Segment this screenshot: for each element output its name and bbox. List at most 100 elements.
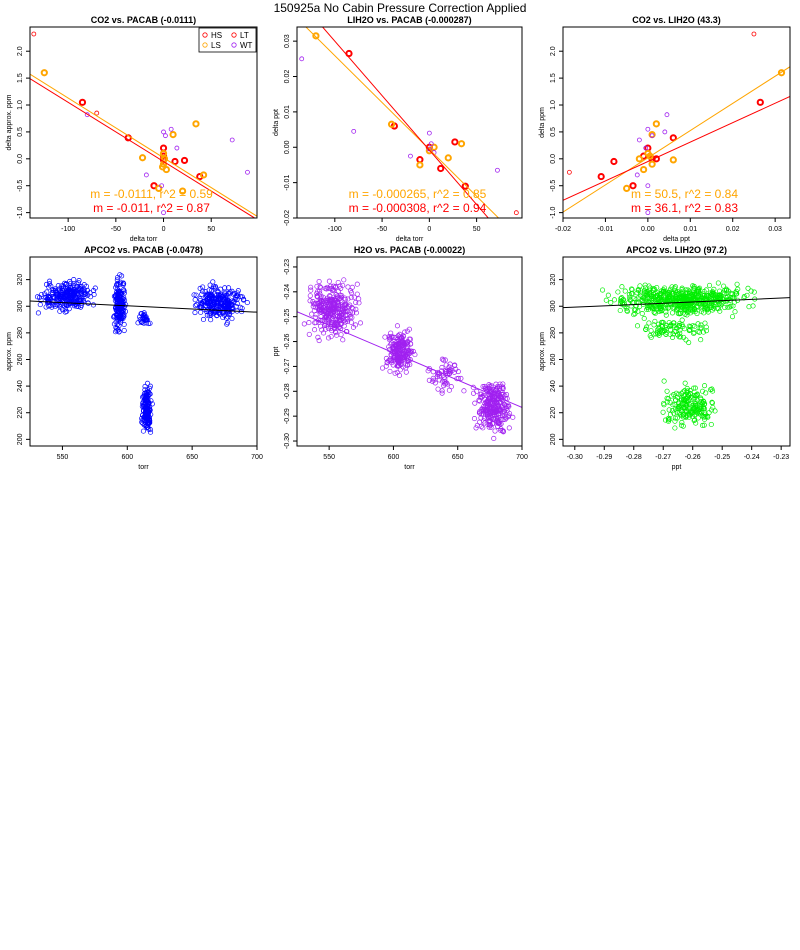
chart-5-cluster-1-point [345,316,351,322]
chart-5-cluster-1-point [312,320,318,326]
chart-6-cluster-3-point [664,388,670,394]
chart-6-cluster-1-point [709,302,715,308]
chart-2-point-LS [444,154,452,162]
chart-6-cluster-2-point [686,339,692,346]
chart-4-cluster-5-point [226,285,232,291]
chart-4-cluster-5-point [224,321,230,327]
chart-5-cluster-1-point [329,306,336,312]
chart-6-cluster-3-point [680,412,686,418]
chart-4-cluster-1-point [57,308,63,314]
chart-6-cluster-1-point [633,303,639,309]
chart-3-point-WT [634,172,640,178]
chart-1-title: CO2 vs. PACAB (-0.0111) [91,15,196,25]
chart-6-cluster-3-point [702,414,708,420]
chart-3-point-LS [640,165,648,174]
chart-5-cluster-3-point [446,387,452,393]
chart-4-cluster-1-point [55,283,61,289]
chart-5-cluster-1-point [309,311,315,317]
chart-4-cluster-5-point [216,295,222,301]
chart-6-cluster-1-point [725,294,731,300]
chart-1-point-WT [161,129,166,135]
chart-1-y-tick-label: 0.0 [17,154,24,164]
chart-5-cluster-4-point [471,416,478,422]
chart-6-cluster-2-point [663,331,669,337]
chart-2-point-WT [408,153,413,159]
chart-5-cluster-1-point [340,282,346,288]
chart-3-x-tick-label: 0.00 [641,226,655,233]
chart-6-cluster-1-point [745,285,751,291]
chart-6-cluster-1-point [673,296,679,302]
chart-5-cluster-4-point [499,403,505,410]
chart-6-cluster-2-point [678,334,684,340]
chart-4-cluster-1-point [43,294,49,300]
chart-6-cluster-3-point [709,400,715,406]
chart-6-cluster-1-point [658,294,664,300]
chart-6-cluster-2-point [679,322,685,328]
chart-4-cluster-2-point [114,298,120,304]
chart-6-cluster-1-point [692,309,698,315]
chart-3-x-tick-label: 0.02 [726,226,740,233]
chart-3-point-HS [756,98,764,106]
chart-6-cluster-3-point [660,409,666,415]
chart-5-title: H2O vs. PACAB (-0.00022) [354,245,465,255]
chart-2-point-LS [416,161,424,169]
chart-6-cluster-1-point [622,288,628,294]
chart-4-cluster-3-point [141,310,147,316]
chart-5-cluster-1-point [354,281,360,287]
chart-5-cluster-4-point [499,391,505,398]
chart-4-y-tick-label: 240 [17,380,24,392]
chart-5-cluster-2-point [408,348,415,354]
chart-5-cluster-4-point [486,418,492,424]
chart-5-cluster-4-point [492,387,499,393]
chart-6-cluster-2-point [691,330,697,337]
chart-4-cluster-5-point [204,312,210,318]
chart-6-cluster-1-point [684,312,690,318]
chart-6-cluster-1-point [651,309,657,316]
chart-2-point-LS [457,140,466,148]
chart-4-cluster-5-point [200,284,206,290]
chart-5-cluster-1-point [335,279,341,286]
chart-6-x-axis-label: ppt [672,464,682,471]
chart-6-cluster-3-point [683,407,689,413]
chart-6-cluster-1-point [619,301,625,307]
chart-6-cluster-1-point [717,308,723,314]
chart-6-cluster-2-point [676,323,682,329]
chart-4-cluster-5-point [208,317,214,323]
chart-3-point-LS [777,69,786,77]
chart-4-plot-area [30,272,257,435]
chart-4-cluster-5-point [207,299,213,305]
chart-6-cluster-2-point [656,330,662,336]
page-title: 150925a No Cabin Pressure Correction App… [273,1,527,15]
chart-4-cluster-2-point [115,280,121,287]
chart-6-x-tick-label: -0.23 [773,454,789,461]
chart-6-cluster-1-point [605,292,611,298]
chart-6-x-tick-label: -0.29 [596,454,612,461]
chart-4-cluster-4-point [144,412,150,418]
chart-5-cluster-1-point [328,286,334,292]
chart-3-point-LT [751,31,757,37]
chart-5-cluster-1-point [346,303,352,310]
chart-5-cluster-1-point [308,284,314,290]
chart-4-cluster-5-point [200,288,206,294]
chart-4-cluster-1-point [67,293,73,299]
chart-2-point-LT [513,210,519,216]
chart-6-cluster-3-point [691,412,698,418]
chart-5-cluster-2-point [396,356,402,362]
chart-6-cluster-1-point [668,297,675,303]
chart-5-x-axis-label: torr [404,464,415,471]
chart-5-cluster-2-point [408,341,414,347]
chart-4-cluster-4-point [143,397,149,403]
chart-3-x-tick-label: 0.01 [683,226,697,233]
chart-6-cluster-3-point [669,408,675,414]
chart-6-cluster-1-point [685,307,691,313]
chart-2-point-HS [461,182,469,190]
chart-5-cluster-2-point [394,363,400,369]
chart-6-cluster-3-point [682,380,688,386]
chart-3-point-HS [597,172,605,181]
chart-6-cluster-3-point [702,401,708,407]
chart-4-cluster-1-point [92,285,98,291]
chart-4-cluster-5-point [234,296,240,302]
chart-4-cluster-3-point [143,314,149,320]
chart-6-cluster-2-point [687,327,693,333]
chart-1-legend-box [198,27,257,53]
